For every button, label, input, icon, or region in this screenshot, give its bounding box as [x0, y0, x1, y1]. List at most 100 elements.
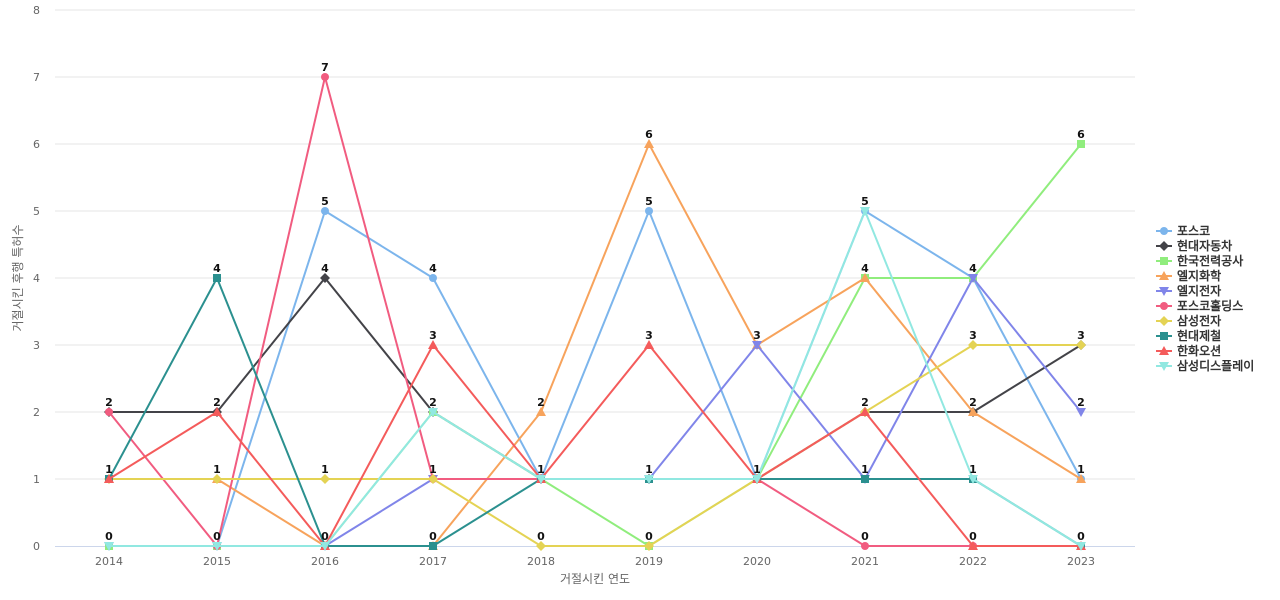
- y-tick-label: 1: [33, 473, 40, 486]
- x-tick-label: 2017: [419, 555, 447, 568]
- y-tick-label: 6: [33, 138, 40, 151]
- data-label: 2: [861, 396, 869, 409]
- legend-label: 엘지전자: [1177, 283, 1221, 298]
- legend-marker: [1159, 346, 1169, 355]
- data-label: 4: [861, 262, 869, 275]
- data-label: 0: [1077, 530, 1085, 543]
- data-point: [428, 408, 438, 417]
- legend-item: 엘지화학: [1156, 268, 1221, 283]
- data-label: 6: [645, 128, 653, 141]
- data-point: [104, 474, 114, 483]
- data-point: [321, 207, 329, 215]
- data-label: 0: [969, 530, 977, 543]
- data-label: 3: [753, 329, 761, 342]
- data-point: [1076, 542, 1086, 551]
- data-label: 1: [105, 463, 113, 476]
- data-point: [320, 474, 330, 484]
- data-point: [644, 541, 654, 551]
- data-point: [644, 475, 654, 484]
- legend-item: 한국전력공사: [1156, 253, 1243, 268]
- data-label: 2: [1077, 396, 1085, 409]
- legend-marker: [1159, 271, 1169, 280]
- legend-marker: [1160, 332, 1168, 340]
- legend-label: 포스코홀딩스: [1177, 298, 1243, 313]
- data-point: [1076, 408, 1086, 417]
- data-point: [861, 475, 869, 483]
- data-label: 4: [213, 262, 221, 275]
- data-label: 2: [213, 396, 221, 409]
- data-label: 0: [645, 530, 653, 543]
- data-label: 1: [861, 463, 869, 476]
- legend-marker: [1160, 227, 1168, 235]
- legend-label: 포스코: [1177, 224, 1210, 238]
- x-tick-label: 2021: [851, 555, 879, 568]
- data-point: [861, 542, 869, 550]
- legend-marker: [1160, 302, 1168, 310]
- x-axis-ticks: 2014 2015 2016 2017 2018 2019 2020 2021 2022 2023: [95, 555, 1095, 568]
- data-point: [968, 407, 978, 416]
- data-label: 3: [1077, 329, 1085, 342]
- data-point: [429, 274, 437, 282]
- data-point: [860, 407, 870, 416]
- y-tick-label: 5: [33, 205, 40, 218]
- data-point: [752, 475, 762, 484]
- legend-item: 엘지전자: [1156, 283, 1221, 298]
- data-point: [1077, 140, 1085, 148]
- data-label: 2: [969, 396, 977, 409]
- data-point: [212, 407, 222, 416]
- data-point: [860, 273, 870, 282]
- legend-item: 한화오션: [1156, 343, 1221, 358]
- legend-item: 현대자동차: [1156, 238, 1232, 253]
- data-point: [320, 273, 330, 283]
- legend-marker: [1159, 362, 1169, 371]
- data-label: 1: [213, 463, 221, 476]
- legend-marker: [1159, 287, 1169, 296]
- series-삼성전자: [104, 340, 1086, 551]
- data-label: 0: [213, 530, 221, 543]
- series-group: [104, 73, 1086, 551]
- legend-marker: [1159, 316, 1169, 326]
- legend-item: 삼성전자: [1156, 313, 1221, 328]
- data-label: 1: [969, 463, 977, 476]
- data-label: 2: [105, 396, 113, 409]
- data-label: 6: [1077, 128, 1085, 141]
- x-tick-label: 2023: [1067, 555, 1095, 568]
- data-label: 3: [969, 329, 977, 342]
- legend: 포스코현대자동차한국전력공사엘지화학엘지전자포스코홀딩스삼성전자현대제철한화오션…: [1156, 224, 1254, 373]
- data-point: [752, 341, 762, 350]
- legend-label: 현대자동차: [1177, 238, 1232, 253]
- data-label: 1: [753, 463, 761, 476]
- data-label: 4: [321, 262, 329, 275]
- x-tick-label: 2020: [743, 555, 771, 568]
- data-label: 1: [645, 463, 653, 476]
- data-labels: 2 1 0 4 2 1 0 7 5 4 1 0 4 3 2 1 0 2 1 0 6 5 3 1 0 3 1 5 4 2 1 0 4 3 2 1 0 6 3 2…: [105, 61, 1085, 543]
- data-point: [105, 408, 113, 416]
- data-label: 2: [537, 396, 545, 409]
- legend-label: 삼성디스플레이: [1177, 358, 1254, 373]
- data-label: 0: [429, 530, 437, 543]
- data-label: 5: [861, 195, 869, 208]
- y-axis-ticks: 0 1 2 3 4 5 6 7 8: [33, 4, 40, 553]
- series-line: [108, 76, 1081, 547]
- y-axis-title: 거절시킨 후행 특허수: [10, 225, 25, 332]
- y-tick-label: 4: [33, 272, 40, 285]
- data-label: 4: [429, 262, 437, 275]
- data-label: 1: [537, 463, 545, 476]
- legend-item: 현대제철: [1156, 328, 1221, 343]
- legend-marker: [1159, 241, 1169, 251]
- data-label: 1: [321, 463, 329, 476]
- data-point: [536, 475, 546, 484]
- y-tick-label: 0: [33, 540, 40, 553]
- series-포스코: [105, 207, 1085, 550]
- y-tick-label: 2: [33, 406, 40, 419]
- y-tick-label: 3: [33, 339, 40, 352]
- data-label: 0: [537, 530, 545, 543]
- data-label: 4: [969, 262, 977, 275]
- series-line: [109, 344, 1081, 547]
- series-line: [108, 344, 1081, 547]
- data-point: [212, 474, 222, 484]
- y-tick-label: 8: [33, 4, 40, 17]
- legend-label: 삼성전자: [1177, 313, 1221, 328]
- data-label: 0: [321, 530, 329, 543]
- data-point: [536, 407, 546, 416]
